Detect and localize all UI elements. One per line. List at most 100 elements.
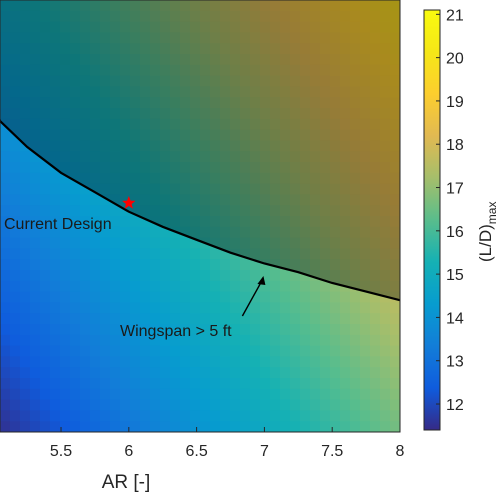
heatmap-cell <box>210 302 221 314</box>
heatmap-cell <box>90 43 101 55</box>
heatmap-cell <box>60 399 71 411</box>
heatmap-cell <box>240 64 251 77</box>
heatmap-cell <box>20 334 31 347</box>
heatmap-cell <box>390 162 400 174</box>
heatmap-cell <box>250 151 261 163</box>
heatmap-cell <box>140 280 151 293</box>
heatmap-cell <box>10 334 21 347</box>
heatmap-cell <box>110 0 121 12</box>
heatmap-cell <box>50 108 61 120</box>
heatmap-cell <box>50 367 61 379</box>
heatmap-cell <box>0 97 11 109</box>
heatmap-cell <box>30 151 41 163</box>
heatmap-cell <box>220 86 231 98</box>
heatmap-cell <box>100 32 111 44</box>
heatmap-cell <box>210 356 221 368</box>
heatmap-cell <box>50 129 61 141</box>
heatmap-cell <box>320 86 331 98</box>
heatmap-cell <box>330 97 341 109</box>
colorbar-tick-label: 14 <box>446 310 464 327</box>
heatmap-cell <box>100 0 111 12</box>
heatmap-cell <box>220 248 231 260</box>
heatmap-cell <box>90 10 101 23</box>
heatmap-cell <box>10 54 21 66</box>
heatmap-cell <box>200 302 211 314</box>
heatmap-cell <box>220 205 231 217</box>
heatmap-cell <box>140 378 151 390</box>
heatmap-cell <box>150 172 161 185</box>
heatmap-cell <box>210 410 221 422</box>
heatmap-cell <box>190 313 201 325</box>
heatmap-cell <box>170 313 181 325</box>
heatmap-cell <box>180 129 191 141</box>
heatmap-cell <box>330 108 341 120</box>
heatmap-cell <box>110 259 121 271</box>
heatmap-cell <box>110 205 121 217</box>
heatmap-cell <box>100 21 111 33</box>
heatmap-cell <box>260 388 271 401</box>
heatmap-cell <box>90 54 101 66</box>
heatmap-cell <box>360 32 371 44</box>
heatmap-cell <box>160 0 171 12</box>
heatmap-cell <box>30 367 41 379</box>
heatmap-cell <box>160 205 171 217</box>
heatmap-cell <box>300 140 311 152</box>
heatmap-cell <box>190 32 201 44</box>
heatmap-cell <box>230 237 241 249</box>
heatmap-cell <box>30 388 41 401</box>
heatmap-cell <box>260 216 271 228</box>
heatmap-cell <box>330 259 341 271</box>
heatmap-cell <box>50 291 61 303</box>
heatmap-cell <box>130 194 141 206</box>
heatmap-cell <box>300 302 311 314</box>
heatmap-cell <box>150 356 161 368</box>
heatmap-cell <box>80 324 91 336</box>
heatmap-cell <box>90 388 101 401</box>
heatmap-cell <box>380 54 391 66</box>
heatmap-cell <box>250 356 261 368</box>
heatmap-cell <box>260 259 271 271</box>
heatmap-cell <box>320 0 331 12</box>
heatmap-cell <box>0 43 11 55</box>
heatmap-cell <box>170 172 181 185</box>
heatmap-cell <box>230 194 241 206</box>
heatmap-cell <box>260 421 271 432</box>
heatmap-cell <box>340 367 351 379</box>
heatmap-cell <box>250 367 261 379</box>
heatmap-cell <box>330 32 341 44</box>
heatmap-cell <box>260 302 271 314</box>
heatmap-cell <box>390 97 400 109</box>
heatmap-cell <box>380 324 391 336</box>
heatmap-cell <box>100 226 111 239</box>
heatmap-cell <box>120 248 131 260</box>
heatmap-cell <box>340 216 351 228</box>
heatmap-cell <box>390 108 400 120</box>
heatmap-cell <box>380 162 391 174</box>
heatmap-cell <box>40 367 51 379</box>
heatmap-cell <box>40 86 51 98</box>
heatmap-cell <box>140 32 151 44</box>
heatmap-cell <box>260 172 271 185</box>
heatmap-cell <box>290 367 301 379</box>
heatmap-cell <box>240 248 251 260</box>
heatmap-cell <box>140 399 151 411</box>
heatmap-cell <box>110 64 121 77</box>
heatmap-cell <box>30 248 41 260</box>
heatmap-cell <box>350 118 361 131</box>
colorbar-tick-label: 16 <box>446 224 464 241</box>
heatmap-cell <box>140 0 151 12</box>
heatmap-cell <box>130 205 141 217</box>
heatmap-cell <box>140 118 151 131</box>
heatmap-cell <box>300 388 311 401</box>
heatmap-cell <box>50 140 61 152</box>
heatmap-cell <box>360 97 371 109</box>
heatmap-cell <box>100 205 111 217</box>
heatmap-cell <box>180 172 191 185</box>
heatmap-cell <box>0 118 11 131</box>
heatmap-cell <box>390 378 400 390</box>
heatmap-cell <box>200 226 211 239</box>
heatmap-cell <box>160 10 171 23</box>
heatmap-cell <box>130 129 141 141</box>
heatmap-cell <box>80 399 91 411</box>
heatmap-cell <box>180 183 191 195</box>
